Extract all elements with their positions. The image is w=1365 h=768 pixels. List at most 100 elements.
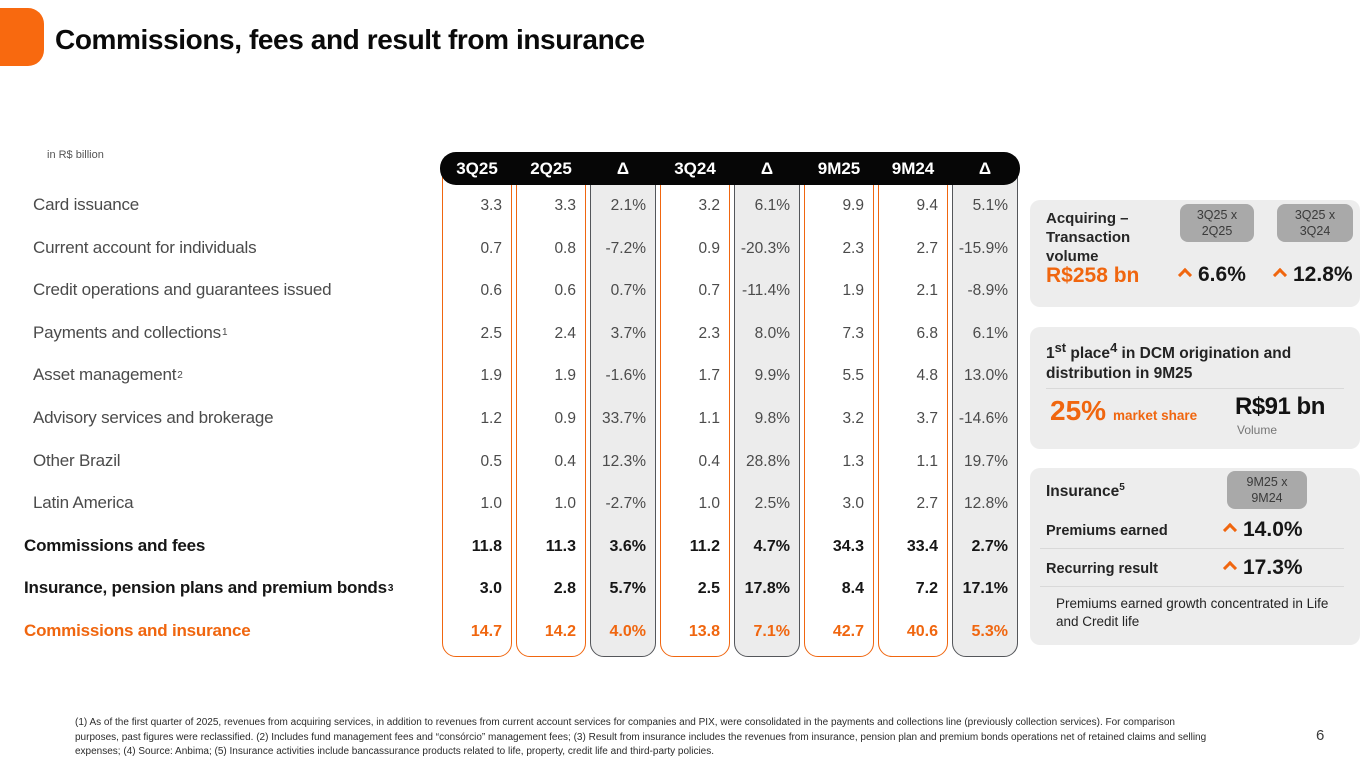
table-cell: 8.0% (754, 324, 790, 342)
table-cell: 2.5 (697, 580, 720, 598)
table-cell: 0.7% (610, 282, 646, 300)
table-cell: -7.2% (605, 239, 647, 257)
value-column: 3.2 0.9 0.7 2.3 1.7 1.1 0.4 1.0 11.2 2.5 13.8 (660, 167, 730, 658)
table-cell: 34.3 (832, 537, 864, 555)
table-cell: 2.3 (842, 239, 864, 257)
dcm-volume-value: R$91 bn (1235, 393, 1325, 420)
table-cell: 1.0 (554, 495, 576, 513)
table-row-label-text: Asset management (33, 365, 177, 385)
dcm-market-share-label: market share (1113, 408, 1198, 423)
table-cell: 0.4 (698, 452, 720, 470)
table-cell: 13.8 (688, 622, 720, 640)
table-row-label-text: Credit operations and guarantees issued (33, 280, 332, 300)
table-cell: 1.9 (554, 367, 576, 385)
table-cell: 4.7% (753, 537, 790, 555)
table-row-label: Card issuance (24, 184, 440, 227)
table-cell: 3.6% (609, 537, 646, 555)
insurance-footnote-ref: 5 (1119, 482, 1125, 493)
chevron-up-icon (1272, 267, 1288, 283)
table-cell: 2.1 (916, 282, 938, 300)
dcm-heading-text: 1 (1046, 345, 1055, 363)
table-row-label-text: Other Brazil (33, 450, 121, 470)
table-row-label: Credit operations and guarantees issued (24, 269, 440, 312)
insurance-row-label: Premiums earned (1046, 523, 1168, 539)
page-title: Commissions, fees and result from insura… (55, 24, 645, 55)
table-cell: 19.7% (964, 452, 1008, 470)
footnote-ref: 3 (387, 582, 394, 594)
kpi-panel-insurance: Insurance5 9M25 x 9M24 Premiums earned 1… (1030, 468, 1360, 645)
table-cell: 42.7 (832, 622, 864, 640)
table-cell: 33.4 (906, 537, 938, 555)
table-row-label-text: Payments and collections (33, 322, 221, 342)
table-cell: 1.3 (842, 452, 864, 470)
table-cell: 2.3 (698, 324, 720, 342)
page-number: 6 (1316, 727, 1325, 744)
table-cell: 7.2 (915, 580, 938, 598)
dcm-heading-text: in DCM origination and distribution in 9… (1046, 345, 1292, 383)
value-column: 3.3 0.7 0.6 2.5 1.9 1.2 0.5 1.0 11.8 3.0 14.7 (442, 167, 512, 658)
comparison-badge-9m25x9m24: 9M25 x 9M24 (1227, 471, 1307, 509)
table-cell: 6.1% (754, 197, 790, 215)
value-column: 9.4 2.7 2.1 6.8 4.8 3.7 1.1 2.7 33.4 7.2 40.6 (878, 167, 948, 658)
divider (1040, 548, 1344, 549)
footnote-ref: 2 (177, 369, 183, 381)
insurance-note: Premiums earned growth concentrated in L… (1056, 596, 1329, 629)
table-cell: 2.5 (480, 324, 502, 342)
table-row-label: Asset management 2 (24, 354, 440, 397)
table-cell: 40.6 (906, 622, 938, 640)
table-cell: 0.7 (480, 239, 502, 257)
insurance-premiums-delta-value: 14.0% (1243, 518, 1303, 541)
table-cell: 2.8 (553, 580, 576, 598)
table-cell: 2.1% (610, 197, 646, 215)
table-cell: 12.8% (964, 495, 1008, 513)
table-row-label-text: Advisory services and brokerage (33, 408, 274, 427)
table-cell: 14.7 (470, 622, 502, 640)
table-row-label: Latin America (24, 482, 440, 525)
table-cell: 3.2 (698, 197, 720, 215)
table-cell: 1.0 (698, 495, 720, 513)
table-cell: 17.8% (744, 580, 790, 598)
table-cell: 2.7 (916, 495, 938, 513)
insurance-title-text: Insurance (1046, 483, 1120, 501)
table-row-label-text: Commissions and fees (24, 535, 206, 555)
table-row-label-text: Insurance, pension plans and premium bon… (24, 578, 387, 598)
table-cell: 1.9 (480, 367, 502, 385)
table-cell: 11.2 (689, 537, 720, 555)
table-cell: 3.0 (842, 495, 864, 513)
table-cell: -1.6% (605, 367, 647, 385)
footnote-ref: 1 (221, 327, 228, 339)
comparison-badge-3q25x3q24: 3Q25 x 3Q24 (1277, 204, 1353, 242)
chevron-up-icon (1177, 267, 1193, 283)
table-cell: 9.4 (916, 197, 938, 215)
dcm-heading-footnote-ref: 4 (1110, 340, 1118, 355)
column-header: 3Q24 (674, 158, 716, 178)
value-column: 9.9 2.3 1.9 7.3 5.5 3.2 1.3 3.0 34.3 8.4 42.7 (804, 167, 874, 658)
table-cell: 5.5 (842, 367, 864, 385)
table-cell: 5.1% (972, 197, 1008, 215)
table-row-labels: Card issuance Current account for individ… (24, 184, 440, 652)
footnote: (1) As of the first quarter of 2025, rev… (75, 717, 1207, 757)
column-header: Δ (978, 158, 992, 178)
table-cell: -20.3% (740, 239, 790, 257)
table-cell: 3.0 (479, 580, 502, 598)
table-cell: 0.8 (554, 239, 576, 257)
divider (1040, 586, 1344, 587)
table-cell: 0.9 (554, 410, 576, 427)
table-cell: 28.8% (746, 452, 790, 470)
table-cell: 3.3 (480, 197, 502, 215)
delta-column: 6.1% -20.3% -11.4% 8.0% 9.9% 9.8% 28.8% 2.5% 4.7… (734, 167, 800, 658)
insurance-recurring-delta: 17.3% (1222, 556, 1303, 580)
table-cell: 7.1% (753, 622, 790, 640)
table-column-header-bar: 3Q25 2Q25 Δ 3Q24 Δ 9M25 9M24 Δ (440, 152, 1020, 185)
dcm-heading-text: place (1066, 345, 1111, 363)
table-cell: 13.0% (964, 367, 1008, 385)
table-row-label-text: Commissions and insurance (24, 620, 251, 640)
table-cell: 8.4 (841, 580, 864, 598)
acquiring-title: Acquiring – Transaction volume (1046, 210, 1131, 265)
table-row-label: Payments and collections 1 (24, 312, 440, 355)
column-header: Δ (760, 158, 774, 178)
commissions-table: Card issuance Current account for individ… (24, 152, 1020, 658)
table-cell: 0.7 (698, 282, 720, 300)
table-cell: 0.6 (554, 282, 576, 300)
